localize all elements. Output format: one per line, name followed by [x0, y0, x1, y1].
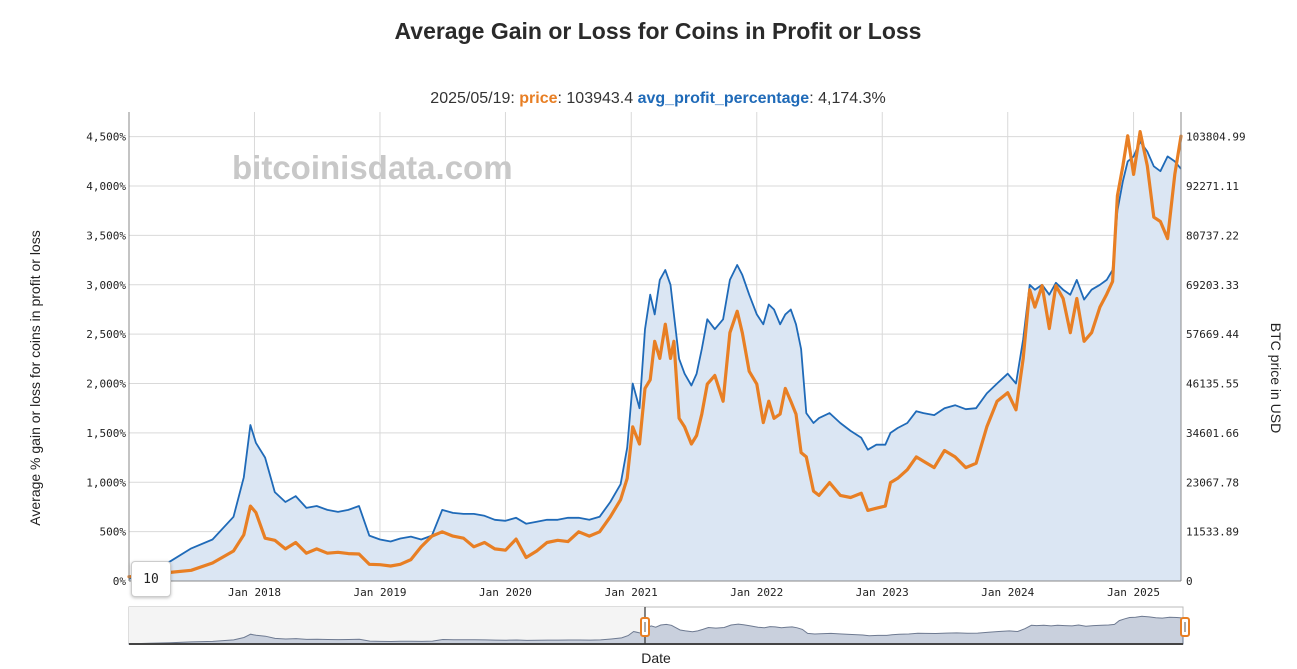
- x-tick-label: Jan 2018: [228, 586, 281, 599]
- y-right-tick-label: 46135.55: [1186, 378, 1239, 391]
- y-right-tick-label: 80737.22: [1186, 229, 1239, 242]
- y-right-tick-label: 23067.78: [1186, 476, 1239, 489]
- hover-price-label: price: [519, 90, 558, 107]
- navigator-minimap-series: [128, 615, 1184, 645]
- rolling-window-input[interactable]: 10: [131, 561, 171, 597]
- x-tick-label: Jan 2021: [605, 586, 658, 599]
- hover-avg-value: 4,174.3%: [818, 90, 886, 107]
- y-left-tick-label: 4,000%: [86, 180, 126, 193]
- y-left-tick-label: 1,000%: [86, 476, 126, 489]
- y-right-tick-label: 69203.33: [1186, 279, 1239, 292]
- series-area-avg-profit-percentage: [129, 141, 1181, 581]
- y-left-tick-label: 3,500%: [86, 229, 126, 242]
- y-left-tick-label: 4,500%: [86, 131, 126, 144]
- hover-readout: 2025/05/19: price: 103943.4 avg_profit_p…: [430, 90, 886, 107]
- x-tick-label: Jan 2025: [1107, 586, 1160, 599]
- y-left-tick-label: 500%: [100, 526, 127, 539]
- y-right-tick-label: 34601.66: [1186, 427, 1239, 440]
- y-right-tick-label: 11533.89: [1186, 526, 1239, 539]
- hover-avg-label: avg_profit_percentage: [637, 90, 810, 107]
- range-navigator[interactable]: [128, 606, 1190, 645]
- watermark: bitcoinisdata.com: [232, 149, 513, 186]
- axes: Jan 2018 Jan 2019 Jan 2020 Jan 2021 Jan 2022…: [86, 112, 1246, 599]
- y-right-tick-label: 57669.44: [1186, 328, 1239, 341]
- x-tick-label: Jan 2022: [730, 586, 783, 599]
- series-line-price: [127, 130, 1183, 579]
- series-line-avg-profit-percentage: [128, 140, 1182, 580]
- navigator-unselected-region: [129, 607, 645, 644]
- x-tick-label: Jan 2019: [353, 586, 406, 599]
- series-layer: [127, 130, 1183, 581]
- y-axis-left-label: Average % gain or loss for coins in prof…: [27, 230, 43, 525]
- y-left-tick-label: 3,000%: [86, 279, 126, 292]
- y-left-tick-label: 2,500%: [86, 328, 126, 341]
- y-left-tick-label: 0%: [113, 575, 127, 588]
- y-right-tick-label: 0: [1186, 575, 1193, 588]
- x-tick-label: Jan 2023: [856, 586, 909, 599]
- hover-date: 2025/05/19: [430, 90, 511, 107]
- y-left-tick-label: 1,500%: [86, 427, 126, 440]
- y-axis-right-label: BTC price in USD: [1268, 323, 1284, 433]
- y-right-tick-label: 103804.99: [1186, 131, 1246, 144]
- y-right-tick-label: 92271.11: [1186, 180, 1239, 193]
- y-left-tick-label: 2,000%: [86, 378, 126, 391]
- chart-title: Average Gain or Loss for Coins in Profit…: [394, 18, 922, 44]
- x-axis-label: Date: [641, 650, 671, 666]
- x-tick-label: Jan 2020: [479, 586, 532, 599]
- hover-price-value: 103943.4: [566, 90, 634, 107]
- x-tick-label: Jan 2024: [981, 586, 1034, 599]
